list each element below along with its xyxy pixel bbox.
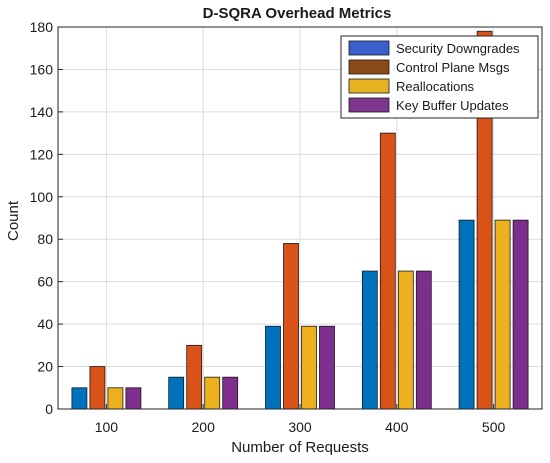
bar	[319, 325, 335, 410]
bar	[222, 376, 239, 410]
bar	[301, 325, 317, 410]
legend-swatch	[348, 78, 390, 94]
y-tick-label: 40	[37, 316, 53, 332]
bars	[71, 30, 529, 410]
x-tick-label: 200	[192, 419, 216, 435]
y-tick-label: 160	[30, 61, 54, 77]
legend-entry: Reallocations	[396, 79, 475, 94]
y-tick-label: 180	[30, 19, 54, 35]
legend-entry: Key Buffer Updates	[396, 98, 509, 113]
bar	[265, 325, 281, 410]
grid-lines	[58, 26, 542, 410]
bar	[494, 219, 511, 410]
bar	[204, 376, 221, 410]
y-tick-label: 0	[45, 401, 53, 417]
y-tick-label: 120	[30, 146, 54, 162]
bar	[186, 344, 203, 410]
bar	[283, 243, 299, 410]
legend-swatch	[348, 97, 390, 113]
x-tick-label: 100	[95, 419, 119, 435]
y-tick-label: 140	[30, 104, 54, 120]
bar	[71, 387, 88, 410]
bar	[512, 219, 529, 410]
y-axis-ticks: 0 20 40 60 80 100 120 140 160 180	[30, 19, 63, 417]
bar	[415, 270, 432, 410]
x-tick-label: 500	[482, 419, 506, 435]
x-tick-label: 300	[288, 419, 312, 435]
x-axis-ticks: 100 200 300 400 500	[95, 404, 506, 435]
bar	[397, 270, 414, 410]
legend: Security Downgrades Control Plane Msgs Rea…	[340, 35, 539, 119]
x-tick-label: 400	[385, 419, 409, 435]
y-tick-label: 100	[30, 189, 54, 205]
legend-swatch	[348, 40, 390, 56]
chart-title: D-SQRA Overhead Metrics	[203, 5, 392, 22]
bar	[125, 387, 142, 410]
y-tick-label: 80	[37, 231, 53, 247]
bar	[458, 219, 475, 410]
bar	[379, 132, 396, 410]
bar	[107, 387, 124, 410]
x-axis-label: Number of Requests	[231, 439, 369, 456]
bar	[168, 376, 185, 410]
legend-entry: Control Plane Msgs	[396, 60, 510, 75]
bar	[89, 366, 106, 410]
legend-swatch	[348, 59, 390, 75]
y-axis-label: Count	[5, 200, 22, 241]
y-tick-label: 20	[37, 359, 53, 375]
legend-entry: Security Downgrades	[396, 41, 520, 56]
y-tick-label: 60	[37, 274, 53, 290]
bar	[361, 270, 378, 410]
